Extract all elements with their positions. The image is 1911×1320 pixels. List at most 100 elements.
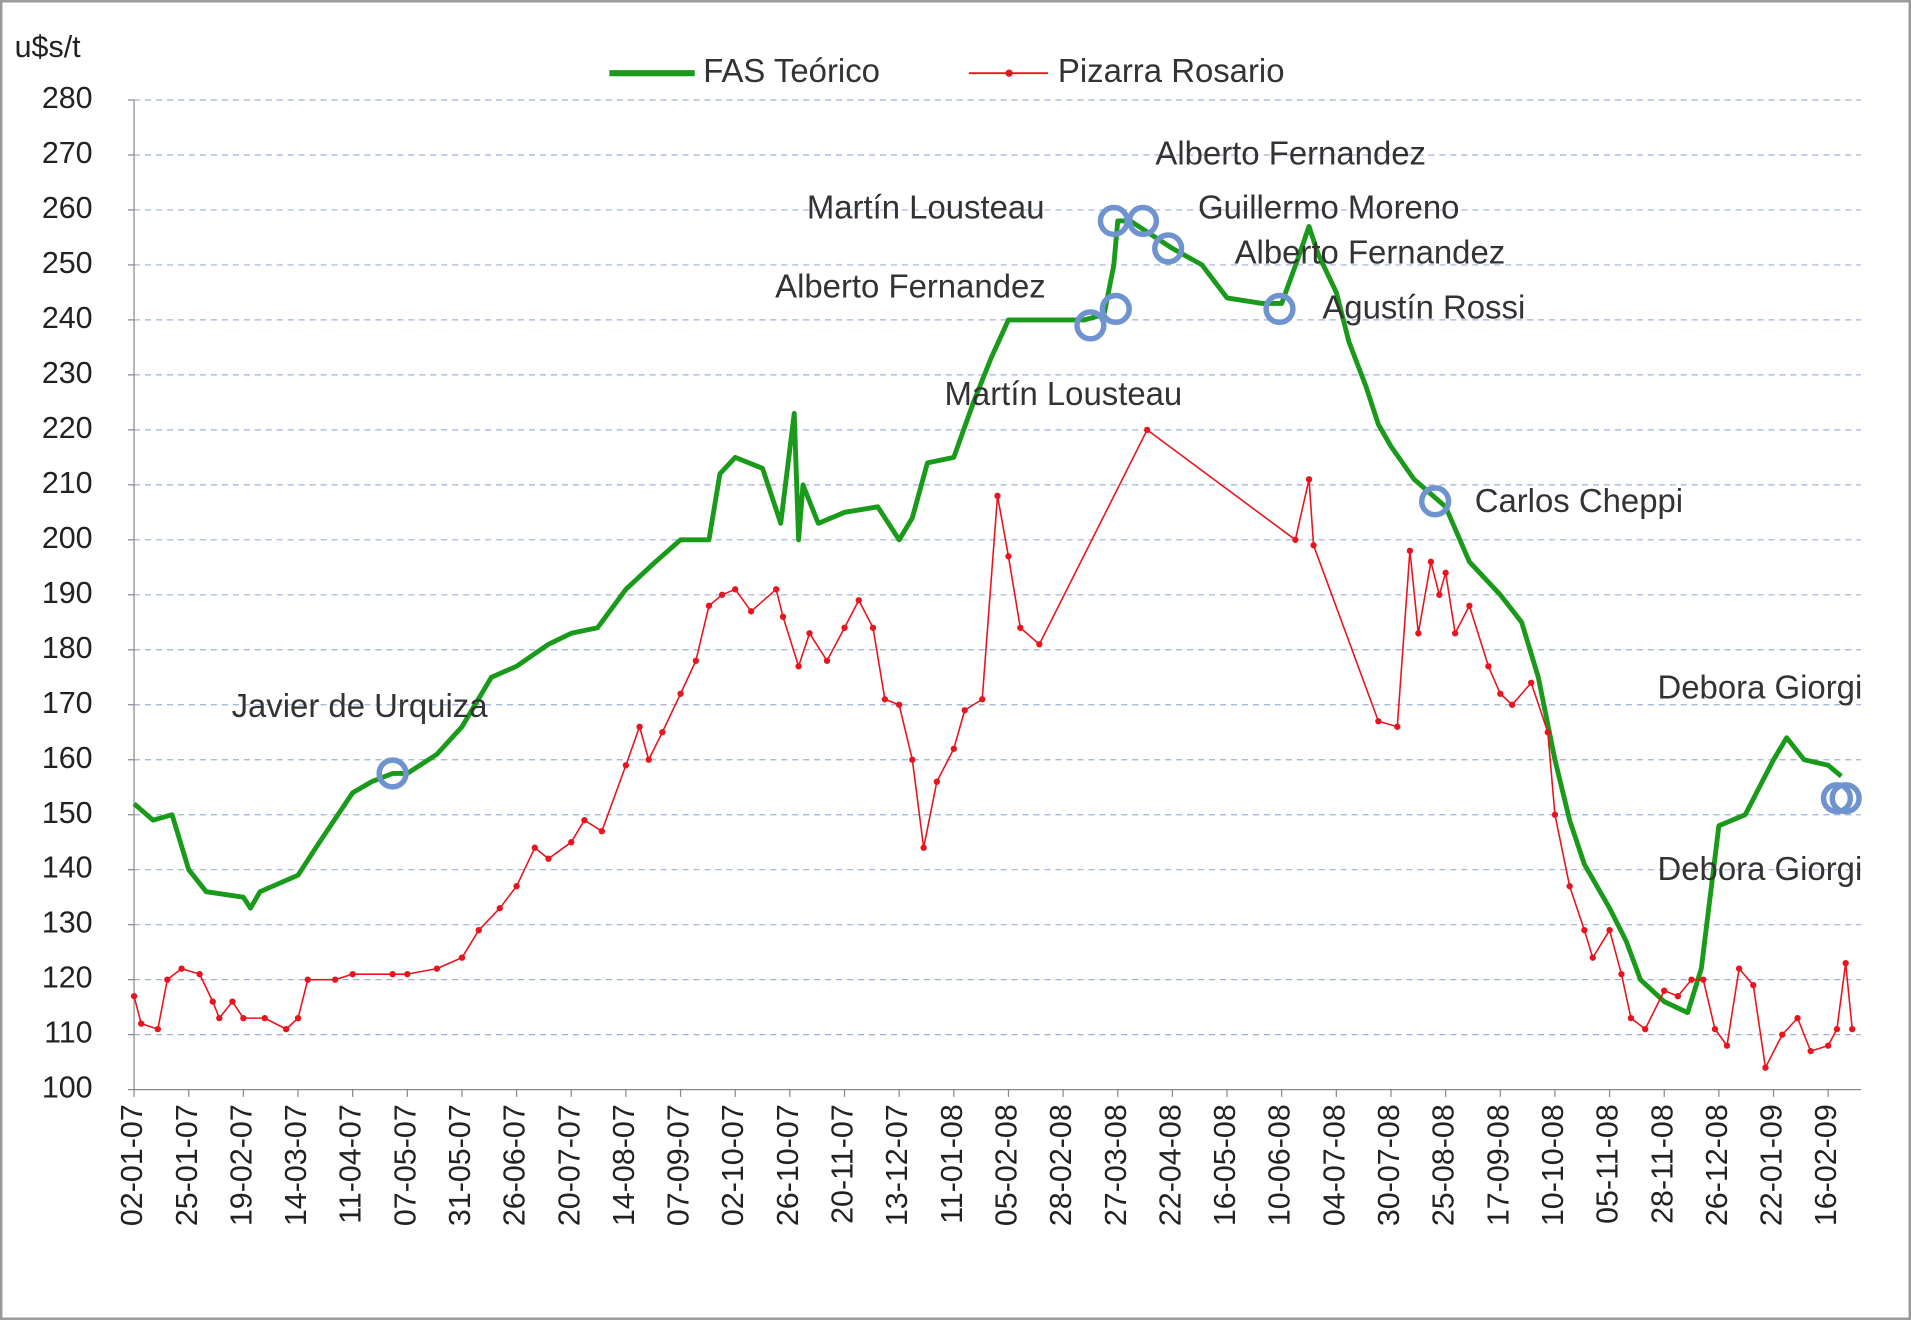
series-point [138, 1020, 145, 1027]
x-tick-label: 07-09-07 [662, 1104, 696, 1226]
x-tick-label: 27-03-08 [1099, 1104, 1133, 1226]
series-point [1688, 976, 1695, 983]
event-marker [1418, 485, 1452, 518]
series-point [920, 844, 927, 851]
series-point [1451, 630, 1459, 637]
event-marker [1152, 232, 1185, 265]
series-point [1627, 1014, 1635, 1022]
x-tick-label: 25-01-07 [170, 1104, 204, 1226]
series-point [806, 630, 813, 637]
series-point [1711, 1025, 1719, 1033]
series-point [433, 965, 441, 972]
series-point [1762, 1064, 1769, 1071]
x-tick-label: 07-05-07 [388, 1104, 422, 1226]
x-tick-label: 04-07-08 [1317, 1104, 1351, 1226]
x-tick-label: 13-12-07 [880, 1104, 914, 1226]
series-point [598, 828, 606, 835]
series-point [994, 492, 1001, 500]
series-point [331, 976, 339, 983]
series-point [294, 1014, 302, 1022]
series-point [795, 663, 802, 670]
series-point [1674, 992, 1682, 1000]
x-tick-label: 19-02-07 [224, 1104, 258, 1226]
x-tick-label: 14-03-07 [279, 1104, 313, 1226]
series-point [1017, 624, 1024, 631]
series-point [1661, 987, 1668, 994]
series-point [1700, 976, 1707, 983]
legend-label: FAS Teórico [703, 52, 880, 89]
series-point [1807, 1047, 1814, 1055]
series-point [1551, 811, 1559, 818]
x-tick-label: 10-06-08 [1263, 1104, 1297, 1226]
y-tick-label: 220 [42, 411, 93, 445]
series-point [692, 657, 700, 664]
x-tick-label: 20-07-07 [552, 1104, 586, 1226]
series-point [895, 701, 903, 708]
series-point [209, 998, 216, 1005]
series-point [389, 970, 396, 978]
series-point [1849, 1025, 1856, 1033]
series-point [1466, 602, 1473, 609]
series-point [1442, 569, 1449, 576]
series-point [979, 696, 986, 703]
annotation: Javier de Urquiza [232, 687, 489, 724]
x-tick-label: 22-01-09 [1755, 1104, 1789, 1226]
series-point [130, 992, 138, 1000]
series-point [458, 954, 466, 961]
x-tick-label: 26-06-07 [498, 1104, 532, 1226]
series-point [961, 707, 968, 714]
series-point [196, 970, 203, 978]
y-tick-label: 120 [42, 961, 93, 995]
event-marker [1074, 309, 1107, 342]
series-line [132, 218, 1843, 1016]
series-point [404, 970, 411, 978]
legend-swatch-marker [1005, 69, 1013, 77]
y-tick-label: 210 [42, 466, 93, 500]
series-point [154, 1025, 161, 1033]
series-point [1406, 547, 1414, 554]
series-point [622, 762, 630, 769]
series-point [718, 591, 726, 598]
series-point [1508, 701, 1516, 708]
series-point [1485, 663, 1492, 670]
x-tick-label: 11-04-07 [334, 1104, 368, 1224]
event-marker [1099, 292, 1132, 326]
series-point [1292, 536, 1299, 543]
series-point [1642, 1025, 1649, 1033]
series-point [1427, 558, 1435, 565]
event-marker [376, 757, 409, 790]
x-tick-label: 26-12-08 [1700, 1104, 1734, 1226]
annotation: Carlos Cheppi [1475, 482, 1683, 519]
x-tick-label: 31-05-07 [443, 1104, 477, 1226]
series-point [240, 1014, 247, 1022]
series-point [823, 657, 831, 664]
series-point [1566, 883, 1573, 890]
series-point [747, 608, 755, 615]
y-tick-label: 240 [42, 301, 93, 335]
series-point [659, 729, 666, 736]
x-tick-label: 28-02-08 [1044, 1104, 1078, 1226]
x-tick-label: 17-09-08 [1481, 1104, 1515, 1226]
series-point [1375, 718, 1382, 725]
y-axis-label: u$s/t [15, 30, 82, 64]
series-point [1750, 981, 1757, 989]
series-point [581, 817, 588, 824]
y-tick-label: 260 [42, 191, 93, 225]
x-tick-label: 14-08-07 [607, 1104, 641, 1226]
y-tick-label: 100 [42, 1071, 93, 1105]
x-tick-label: 02-01-07 [115, 1104, 149, 1226]
annotation: Martín Lousteau [807, 188, 1045, 225]
annotation: Debora Giorgi [1658, 669, 1863, 706]
x-tick-label: 05-02-08 [989, 1104, 1023, 1226]
series-point [1581, 927, 1588, 934]
y-tick-label: 250 [42, 246, 93, 280]
x-tick-label: 05-11-08 [1591, 1104, 1625, 1224]
series-point [645, 756, 652, 763]
annotation: Alberto Fernandez [1235, 233, 1506, 270]
series-point [1305, 476, 1313, 483]
series-point [779, 613, 787, 620]
x-tick-label: 11-01-08 [935, 1104, 969, 1224]
series-point [545, 855, 552, 862]
